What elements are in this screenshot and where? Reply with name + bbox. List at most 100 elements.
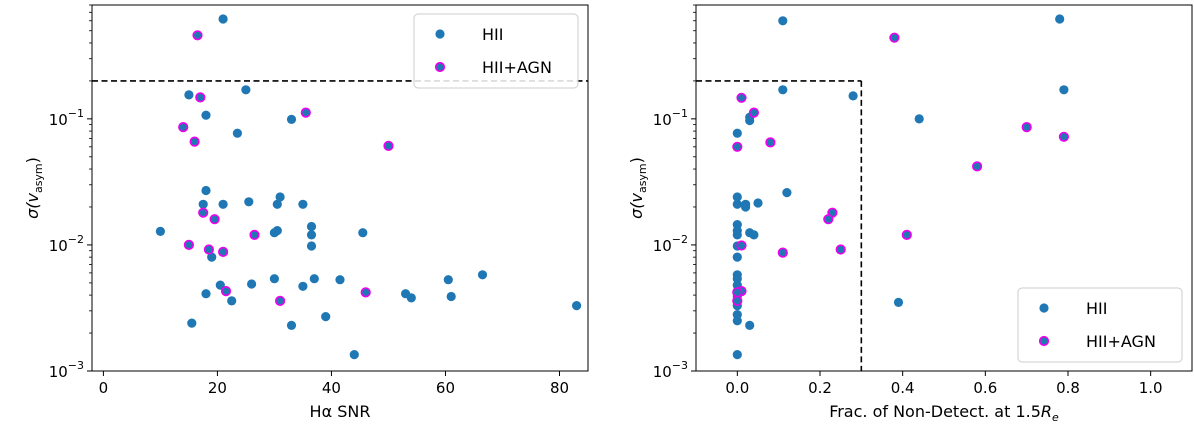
x-tick-label: 80	[550, 379, 569, 397]
hii-agn-point	[275, 295, 286, 307]
hii-point	[732, 252, 742, 262]
hii-point	[286, 114, 297, 124]
hii-point	[244, 197, 254, 207]
hii-agn-point	[220, 286, 232, 297]
hii-point	[782, 188, 792, 198]
x-tick-label: 20	[208, 379, 227, 397]
y-tick-label: 10−2	[653, 233, 688, 255]
hii-point	[732, 230, 742, 240]
y-tick-label: 10−1	[49, 107, 84, 129]
hii-point	[241, 85, 251, 95]
hii-point	[247, 279, 257, 289]
legend-box	[413, 13, 579, 89]
hii-agn-point	[736, 92, 747, 103]
hii-agn-point	[889, 32, 900, 43]
hii-agn-point	[183, 239, 194, 250]
hii-point	[269, 228, 279, 238]
legend-marker-hii-agn	[1038, 335, 1050, 347]
x-tick-label: 40	[322, 379, 341, 397]
hii-point	[358, 228, 368, 238]
hii-point	[446, 291, 456, 302]
hii-point	[1059, 85, 1069, 95]
hii-agn-point	[249, 229, 260, 240]
x-tick-label: 1.0	[1139, 379, 1163, 397]
hii-point	[201, 185, 211, 196]
hii-point	[778, 85, 788, 95]
hii-point	[298, 281, 308, 291]
hii-point	[232, 128, 242, 138]
hii-point	[349, 350, 359, 360]
hii-agn-point	[732, 141, 743, 152]
x-axis-label: Frac. of Non-Detect. at 1.5Re	[829, 402, 1059, 424]
hii-point	[732, 274, 742, 284]
hii-point	[572, 301, 582, 311]
legend-label: HII	[482, 25, 503, 44]
hii-agn-point	[823, 214, 834, 225]
hii-agn-point	[732, 295, 743, 307]
hii-point	[749, 230, 759, 240]
x-tick-label: 0.4	[891, 379, 915, 397]
hii-point	[227, 296, 237, 306]
hii-agn-point	[777, 247, 788, 258]
hii-point	[198, 199, 208, 209]
x-tick-label: 0	[99, 379, 109, 397]
hii-agn-point	[736, 240, 747, 251]
left-panel-snr: 0 20 40 60 80 10−3 10−2 10−1 Hα SNR σ(vasym) HII HI…	[23, 4, 589, 421]
hii-point	[201, 110, 211, 120]
y-tick-label: 10−1	[653, 107, 688, 129]
hii-agn-point	[835, 244, 846, 255]
hii-point	[732, 199, 742, 209]
legend-label: HII	[1086, 299, 1107, 318]
hii-agn-point	[360, 287, 371, 298]
hii-point	[732, 128, 742, 138]
hii-agn-point	[203, 244, 214, 255]
hii-agn-point	[748, 107, 760, 118]
legend-box	[1017, 287, 1183, 363]
hii-point	[155, 226, 165, 236]
hii-point	[272, 199, 282, 209]
legend-marker-hii	[435, 29, 445, 39]
right-panel-nondetect: 0.0 0.2 0.4 0.6 0.8 1.0 10−3 10−2 10−1 Frac. of N…	[627, 4, 1193, 424]
hii-point	[443, 275, 453, 285]
hii-point	[218, 14, 228, 24]
hii-point	[298, 199, 308, 209]
hii-point	[269, 274, 279, 284]
hii-point	[306, 230, 317, 240]
hii-agn-point	[218, 246, 229, 257]
hii-point	[406, 293, 416, 303]
hii-agn-point	[209, 214, 220, 225]
hii-agn-point	[189, 136, 200, 147]
hii-agn-point	[732, 287, 743, 298]
hii-point	[753, 198, 763, 208]
hii-agn-point	[901, 229, 912, 240]
hii-point	[732, 350, 742, 360]
hii-point	[306, 241, 317, 251]
hii-agn-point	[383, 140, 394, 151]
y-axis-label: σ(vasym)	[627, 157, 649, 219]
hii-agn-point	[192, 30, 203, 41]
hii-point	[335, 275, 345, 285]
y-tick-label: 10−3	[49, 359, 84, 381]
hii-agn-point	[178, 121, 189, 133]
hii-point	[778, 16, 788, 26]
legend-label: HII+AGN	[1086, 332, 1156, 351]
hii-point	[741, 202, 751, 212]
hii-agn-point	[765, 137, 776, 148]
hii-point	[187, 318, 197, 328]
x-tick-label: 0.2	[808, 379, 832, 397]
y-tick-label: 10−3	[653, 359, 688, 381]
hii-point	[218, 199, 228, 209]
hii-point	[893, 297, 904, 307]
hii-agn-point	[1021, 121, 1032, 133]
x-tick-label: 0.8	[1056, 379, 1080, 397]
hii-agn-point	[971, 161, 983, 172]
plot-frame	[695, 4, 1193, 372]
hii-point	[201, 289, 211, 299]
hii-point	[848, 91, 858, 101]
plot-frame	[91, 4, 589, 372]
hii-point	[306, 221, 317, 232]
hii-point	[207, 252, 217, 262]
hii-point	[477, 270, 488, 280]
x-axis-label: Hα SNR	[310, 402, 371, 421]
